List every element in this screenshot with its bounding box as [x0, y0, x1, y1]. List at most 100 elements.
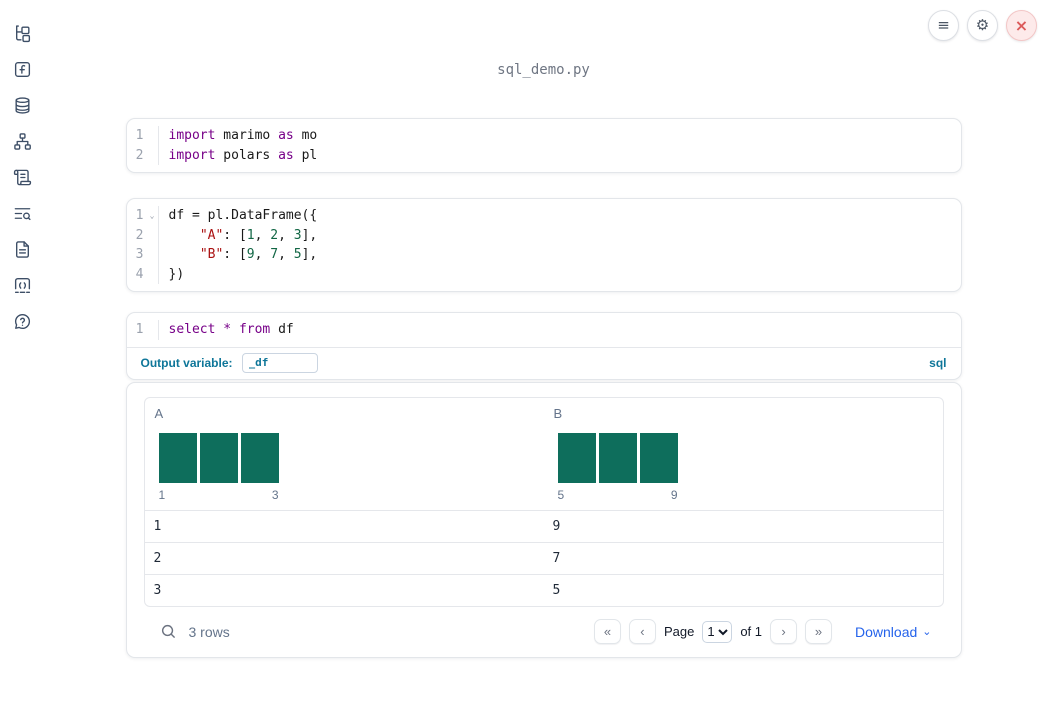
menu-button[interactable]: ≡ [928, 10, 959, 41]
cell-editor[interactable]: 1 select * from df [127, 313, 961, 347]
histogram-bar [557, 432, 596, 483]
code-text: import polars as pl [168, 147, 318, 163]
code-line: 4}) [127, 264, 961, 284]
code-text: "B": [9, 7, 5], [199, 247, 318, 262]
column-name: B [553, 405, 563, 421]
notebook-title: sql_demo.py [497, 62, 590, 78]
code-text: import marimo as mo [168, 128, 318, 143]
table-cell: 7 [552, 550, 561, 566]
database-icon [14, 96, 30, 114]
table-cell: 2 [153, 550, 162, 566]
close-icon: × [1014, 15, 1029, 35]
code-line: 3 "B": [9, 7, 5], [127, 245, 961, 265]
scroll-icon [13, 169, 31, 185]
column-name: A [154, 405, 164, 421]
line-number: 4 [135, 266, 144, 282]
row-count: 3 rows [188, 623, 230, 640]
sidebar-item-variables[interactable] [8, 55, 36, 83]
function-square-icon [14, 61, 30, 77]
table-cell: 9 [552, 518, 561, 534]
first-page-button[interactable]: « [593, 619, 621, 644]
output-variable-input[interactable] [241, 352, 318, 373]
chevron-right-icon: › [781, 624, 786, 639]
histogram-bar [199, 432, 238, 483]
last-page-button[interactable]: » [805, 619, 833, 644]
gutter: 2 [127, 145, 159, 165]
line-number: 1 [135, 208, 144, 223]
gear-icon: ⚙ [975, 16, 990, 34]
histogram-max-label: 3 [271, 487, 279, 502]
language-badge: sql [929, 355, 947, 370]
table-search-button[interactable] [157, 620, 181, 644]
notebook-main: sql_demo.py 1 import marimo as mo 2 import … [44, 0, 1043, 713]
table-cell: 3 [153, 582, 162, 598]
code-cell-imports[interactable]: 1 import marimo as mo 2 import polars as pl [125, 118, 962, 173]
list-search-icon [14, 207, 31, 220]
column-histogram [557, 432, 933, 483]
search-icon [161, 624, 175, 638]
gutter: 1 ⌄ [127, 206, 159, 226]
sidebar-item-logs[interactable] [8, 163, 36, 191]
file-tree-icon [15, 24, 30, 42]
fold-chevron-icon[interactable]: ⌄ [149, 211, 155, 220]
histogram-bar [598, 432, 637, 483]
table-footer: 3 rows « ‹ Page 1 of 1 › [144, 607, 944, 657]
hamburger-menu-icon: ≡ [937, 16, 950, 34]
code-line: 1 ⌄ df = pl.DataFrame({ [127, 206, 961, 226]
dependency-graph-icon [13, 132, 31, 150]
histogram-bar [639, 432, 678, 483]
code-line: 2 import polars as pl [127, 145, 961, 165]
page-of-label: of 1 [740, 624, 763, 639]
line-number: 3 [135, 247, 144, 262]
line-number: 1 [135, 128, 144, 143]
settings-button[interactable]: ⚙ [967, 10, 998, 41]
histogram-bar [158, 432, 197, 483]
prev-page-button[interactable]: ‹ [628, 619, 656, 644]
sql-cell-footer: Output variable: sql [126, 346, 961, 379]
help-circle-icon [14, 313, 30, 329]
sidebar-item-outline[interactable] [8, 199, 36, 227]
chevrons-left-icon: « [603, 624, 612, 639]
gutter: 1 [127, 320, 159, 340]
next-page-button[interactable]: › [770, 619, 798, 644]
code-line: 2 "A": [1, 2, 3], [127, 225, 961, 245]
code-cell-dataframe[interactable]: 1 ⌄ df = pl.DataFrame({2 "A": [1, 2, 3], 3 … [125, 198, 962, 292]
cell-editor[interactable]: 1 import marimo as mo 2 import polars as pl [127, 119, 961, 172]
sidebar-item-dependency-graph[interactable] [8, 127, 36, 155]
window-controls: ≡ ⚙ × [928, 10, 1037, 41]
chevron-down-icon: ⌄ [922, 626, 932, 638]
gutter: 1 [127, 126, 159, 146]
histogram-max-label: 9 [670, 487, 678, 502]
histogram-min-label: 5 [557, 487, 565, 502]
cell-editor[interactable]: 1 ⌄ df = pl.DataFrame({2 "A": [1, 2, 3], 3 … [127, 199, 961, 291]
table-cell: 5 [552, 582, 561, 598]
sidebar-item-documentation[interactable] [8, 235, 36, 263]
sidebar [0, 0, 44, 713]
column-histogram [158, 432, 534, 483]
sql-cell[interactable]: 1 select * from df Output variable: sql [125, 312, 962, 380]
sidebar-item-help[interactable] [8, 307, 36, 335]
download-label: Download [855, 623, 918, 640]
pagination: « ‹ Page 1 of 1 › » [593, 619, 932, 644]
gutter: 3 [127, 245, 159, 265]
gutter: 4 [127, 264, 159, 284]
line-number: 2 [135, 147, 144, 163]
histogram-min-label: 1 [158, 487, 166, 502]
histogram-bar [240, 432, 279, 483]
sidebar-item-files[interactable] [8, 19, 36, 47]
code-square-icon [14, 277, 30, 293]
sidebar-item-datasources[interactable] [8, 91, 36, 119]
shutdown-button[interactable]: × [1006, 10, 1037, 41]
output-variable-label: Output variable: [140, 355, 233, 370]
download-button[interactable]: Download ⌄ [855, 624, 931, 640]
page-select[interactable]: 1 [702, 620, 733, 643]
sidebar-item-snippets[interactable] [8, 271, 36, 299]
